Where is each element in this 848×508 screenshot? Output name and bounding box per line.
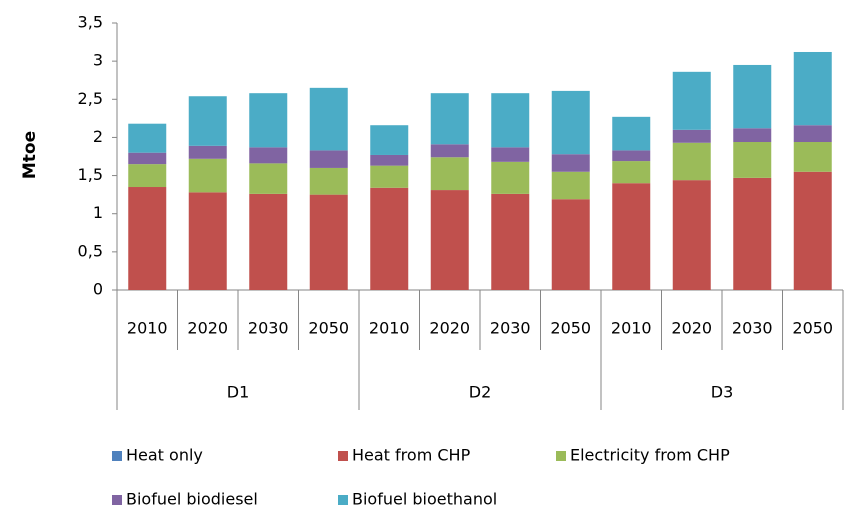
y-tick-label: 2,5 [78, 89, 103, 108]
bar-segment [128, 164, 167, 188]
bar-segment [430, 144, 469, 158]
bar-segment [128, 187, 167, 290]
legend-swatch [112, 495, 122, 505]
y-tick-label: 1 [93, 203, 103, 222]
bar-segment [188, 158, 227, 193]
bar-segment [370, 165, 409, 188]
x-tick-label: 2010 [369, 319, 410, 338]
bar-segment [733, 64, 772, 129]
bar-segment [249, 93, 288, 148]
bar-segment [551, 199, 590, 290]
x-tick-label: 2030 [732, 319, 773, 338]
y-tick-label: 2 [93, 127, 103, 146]
legend-swatch [556, 451, 566, 461]
bar-segment [793, 142, 832, 172]
legend-label: Heat from CHP [352, 446, 471, 465]
y-tick-label: 3 [93, 51, 103, 70]
bar-segment [188, 96, 227, 146]
legend-label: Heat only [126, 446, 203, 465]
bar-segment [612, 116, 651, 151]
y-tick-label: 0 [93, 280, 103, 299]
x-tick-label: 2020 [671, 319, 712, 338]
bar-segment [309, 194, 348, 290]
x-tick-label: 2030 [490, 319, 531, 338]
bar-segment [551, 154, 590, 172]
x-tick-label: 2050 [550, 319, 591, 338]
bar-segment [672, 180, 711, 290]
y-axis-label: Mtoe [20, 131, 40, 179]
bar-segment [733, 177, 772, 290]
legend-label: Electricity from CHP [570, 446, 730, 465]
bar-segment [249, 163, 288, 194]
bar-segment [128, 123, 167, 153]
bar-segment [491, 147, 530, 162]
bar-segment [430, 93, 469, 145]
bar-segment [672, 71, 711, 130]
bar-segment [188, 145, 227, 159]
x-tick-label: 2050 [308, 319, 349, 338]
y-tick-label: 0,5 [78, 241, 103, 260]
group-label: D3 [711, 383, 734, 402]
bar-segment [491, 193, 530, 290]
legend-swatch [112, 451, 122, 461]
bar-segment [672, 129, 711, 143]
bar-segment [733, 142, 772, 178]
y-tick-label: 3,5 [78, 13, 103, 32]
group-label: D2 [469, 383, 492, 402]
bar-segment [430, 190, 469, 290]
bar-segment [612, 150, 651, 162]
bar-segment [793, 51, 832, 126]
bar-segment [793, 171, 832, 290]
bar-segment [551, 171, 590, 200]
bar-segment [551, 90, 590, 155]
bar-segment [309, 87, 348, 151]
bar-segment [491, 93, 530, 148]
x-tick-label: 2020 [187, 319, 228, 338]
bar-segment [249, 147, 288, 164]
x-tick-label: 2030 [248, 319, 289, 338]
bar-segment [370, 125, 409, 155]
x-tick-label: 2020 [429, 319, 470, 338]
x-tick-label: 2010 [127, 319, 168, 338]
legend-swatch [338, 495, 348, 505]
bar-segment [612, 183, 651, 290]
legend-swatch [338, 451, 348, 461]
bar-segment [249, 193, 288, 290]
group-label: D1 [227, 383, 250, 402]
y-tick-label: 1,5 [78, 165, 103, 184]
bar-segment [370, 154, 409, 166]
bar-segment [128, 152, 167, 165]
bar-segment [188, 192, 227, 290]
bar-segment [370, 187, 409, 290]
bar-segment [733, 128, 772, 143]
bar-segment [793, 125, 832, 143]
bar-segment [309, 150, 348, 168]
bar-segment [672, 142, 711, 181]
bar-segment [612, 161, 651, 184]
x-tick-label: 2050 [792, 319, 833, 338]
legend-label: Biofuel bioethanol [352, 490, 497, 508]
bar-segment [430, 157, 469, 191]
bar-segment [491, 161, 530, 194]
bar-segment [309, 167, 348, 195]
x-tick-label: 2010 [611, 319, 652, 338]
legend-label: Biofuel biodiesel [126, 490, 258, 508]
